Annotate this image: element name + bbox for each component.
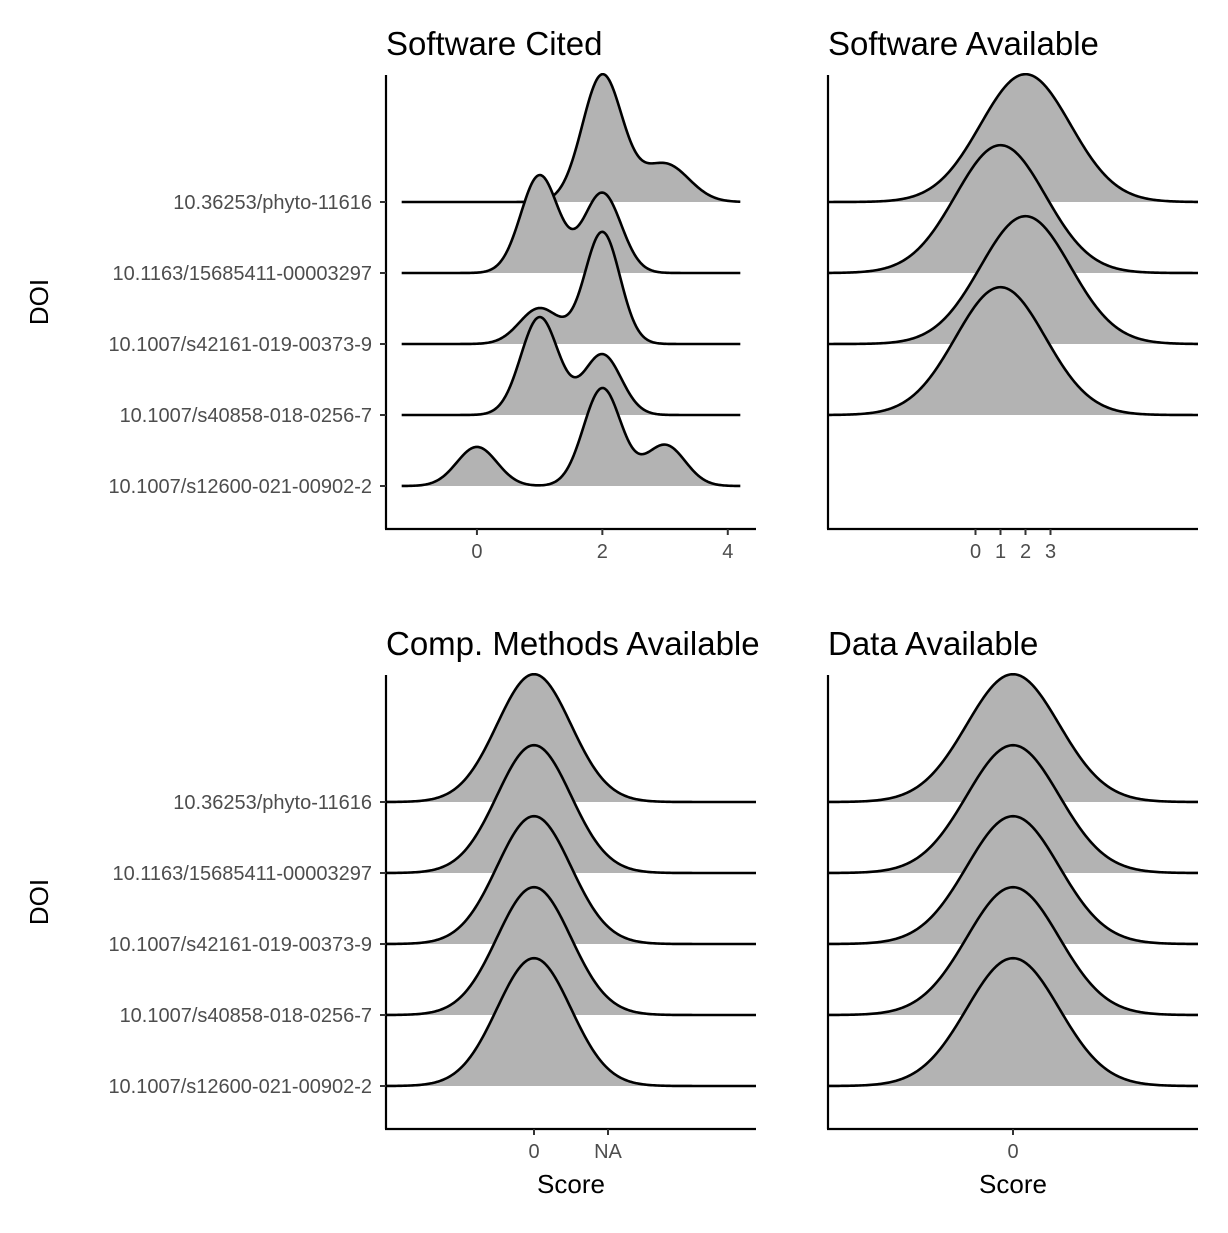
x-tick-label: 2 xyxy=(1020,541,1031,563)
ridge-area xyxy=(386,674,756,802)
panel-title: Comp. Methods Available xyxy=(386,625,760,662)
ridges xyxy=(828,73,1198,417)
y-tick-label: 10.1163/15685411-00003297 xyxy=(112,263,372,285)
ridge-line xyxy=(386,885,756,1017)
panel-3: Comp. Methods Available 0 NA 10.36253/phyto… xyxy=(24,625,760,1199)
panel-title: Data Available xyxy=(828,625,1038,662)
panel-2: Software Available 0 1 2 3 xyxy=(826,25,1198,563)
ridge-area xyxy=(386,958,756,1086)
ridge-area xyxy=(386,816,756,944)
ridge-area xyxy=(828,958,1198,1086)
x-axis-title: Score xyxy=(537,1169,605,1199)
ridge-line xyxy=(386,673,756,804)
ridge-line xyxy=(401,315,741,417)
x-tick-label: 2 xyxy=(597,541,608,563)
ridge-line xyxy=(401,386,741,488)
ridge-line xyxy=(828,885,1198,1017)
y-axis-title: DOI xyxy=(24,279,54,325)
y-tick-label: 10.1007/s12600-021-00902-2 xyxy=(108,476,372,498)
y-tick-label: 10.1007/s12600-021-00902-2 xyxy=(108,1076,372,1098)
ridge-area xyxy=(828,216,1198,344)
ridge-area xyxy=(386,745,756,873)
ridge-area xyxy=(401,317,741,415)
x-tick-label: 3 xyxy=(1045,541,1056,563)
ridges xyxy=(401,73,741,488)
ridge-area xyxy=(828,745,1198,873)
x-tick-label: 1 xyxy=(995,541,1006,563)
y-tick-label: 10.36253/phyto-11616 xyxy=(173,192,372,214)
y-axis-title: DOI xyxy=(24,879,54,925)
ridge-line xyxy=(828,214,1198,346)
ridge-line xyxy=(828,673,1198,804)
ridge-line xyxy=(401,73,741,204)
ridge-line xyxy=(401,230,741,346)
ridge-area xyxy=(828,145,1198,273)
ridge-area xyxy=(828,816,1198,944)
ridge-line xyxy=(386,743,756,875)
ridge-line xyxy=(828,285,1198,417)
x-tick-label: 0 xyxy=(528,1141,539,1163)
ridge-line xyxy=(828,956,1198,1088)
ridge-area xyxy=(386,887,756,1015)
x-tick-label: 0 xyxy=(471,541,482,563)
y-tick-label: 10.36253/phyto-11616 xyxy=(173,792,372,814)
ridge-line xyxy=(386,814,756,946)
ridge-area xyxy=(401,74,741,202)
ridge-area xyxy=(828,887,1198,1015)
panel-1: Software Cited 0 2 4 10.36253/phyto-11616 10.… xyxy=(24,25,756,563)
ridges xyxy=(828,673,1198,1088)
panel-title: Software Available xyxy=(828,25,1099,62)
y-tick-label: 10.1007/s40858-018-0256-7 xyxy=(120,1005,372,1027)
panel-title: Software Cited xyxy=(386,25,602,62)
ridge-line xyxy=(828,743,1198,875)
ridge-line xyxy=(401,173,741,275)
ridge-line xyxy=(828,814,1198,946)
x-tick-label: 0 xyxy=(1007,1141,1018,1163)
ridge-line xyxy=(828,143,1198,275)
x-tick-label: 0 xyxy=(970,541,981,563)
y-tick-label: 10.1007/s42161-019-00373-9 xyxy=(108,934,372,956)
panel-4: Data Available 0 Score xyxy=(826,625,1198,1199)
ridge-area xyxy=(828,674,1198,802)
ridge-line xyxy=(828,73,1198,204)
ridges xyxy=(386,673,756,1088)
ridge-area xyxy=(828,74,1198,202)
x-axis-title: Score xyxy=(979,1169,1047,1199)
ridge-area xyxy=(401,175,741,273)
y-tick-label: 10.1007/s40858-018-0256-7 xyxy=(120,405,372,427)
y-tick-label: 10.1007/s42161-019-00373-9 xyxy=(108,334,372,356)
x-tick-label: 4 xyxy=(722,541,733,563)
ridge-area xyxy=(828,287,1198,415)
ridge-area xyxy=(401,231,741,344)
ridge-line xyxy=(386,956,756,1088)
y-tick-label: 10.1163/15685411-00003297 xyxy=(112,863,372,885)
x-tick-label: NA xyxy=(594,1141,622,1163)
ridge-area xyxy=(401,388,741,486)
